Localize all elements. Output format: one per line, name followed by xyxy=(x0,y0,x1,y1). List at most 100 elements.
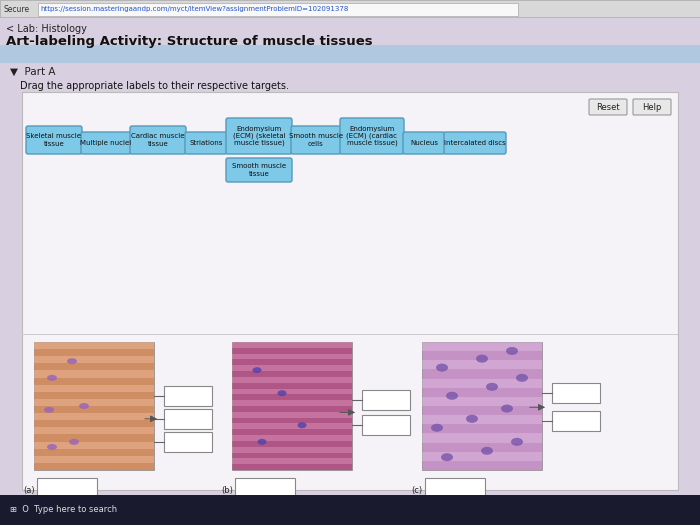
Text: Nucleus: Nucleus xyxy=(410,140,438,146)
Bar xyxy=(34,449,154,456)
Bar xyxy=(34,356,154,363)
Text: (a): (a) xyxy=(23,486,34,495)
Bar xyxy=(422,370,542,379)
Bar xyxy=(232,429,352,435)
Bar xyxy=(422,452,542,461)
Bar xyxy=(34,399,154,406)
Text: Reset: Reset xyxy=(596,102,620,111)
Bar xyxy=(232,406,352,412)
FancyBboxPatch shape xyxy=(403,132,445,154)
Bar xyxy=(232,394,352,400)
Ellipse shape xyxy=(67,358,77,364)
FancyBboxPatch shape xyxy=(226,158,292,182)
Bar xyxy=(34,420,154,427)
Ellipse shape xyxy=(277,390,286,396)
Ellipse shape xyxy=(511,438,523,446)
Ellipse shape xyxy=(441,453,453,461)
Ellipse shape xyxy=(516,374,528,382)
Bar xyxy=(34,456,154,463)
Bar xyxy=(34,342,154,349)
Ellipse shape xyxy=(476,355,488,363)
Bar xyxy=(422,360,542,370)
Bar xyxy=(232,441,352,447)
Bar xyxy=(232,342,352,470)
Bar xyxy=(232,458,352,464)
Bar xyxy=(34,435,154,442)
FancyBboxPatch shape xyxy=(130,126,186,154)
Bar xyxy=(422,379,542,388)
Bar xyxy=(232,342,352,348)
Ellipse shape xyxy=(506,347,518,355)
Text: Secure: Secure xyxy=(4,5,30,14)
Bar xyxy=(34,349,154,356)
Bar xyxy=(22,333,678,335)
Bar xyxy=(232,453,352,458)
FancyBboxPatch shape xyxy=(226,118,292,154)
Text: ⊞  O  Type here to search: ⊞ O Type here to search xyxy=(10,506,117,514)
Bar xyxy=(34,413,154,420)
Bar xyxy=(0,45,700,63)
Bar xyxy=(0,495,700,525)
Text: Multiple nuclei: Multiple nuclei xyxy=(80,140,132,146)
Ellipse shape xyxy=(436,364,448,372)
Bar xyxy=(0,0,700,17)
Text: Skeletal muscle
tissue: Skeletal muscle tissue xyxy=(27,133,81,146)
Bar xyxy=(552,383,600,403)
Bar xyxy=(232,354,352,360)
FancyBboxPatch shape xyxy=(340,118,404,154)
Bar xyxy=(422,415,542,424)
Bar xyxy=(232,348,352,354)
Ellipse shape xyxy=(47,444,57,450)
Text: Smooth muscle
tissue: Smooth muscle tissue xyxy=(232,163,286,176)
FancyBboxPatch shape xyxy=(185,132,227,154)
Ellipse shape xyxy=(47,375,57,381)
Text: Help: Help xyxy=(643,102,662,111)
Text: Cardiac muscle
tissue: Cardiac muscle tissue xyxy=(132,133,185,146)
Bar xyxy=(422,351,542,360)
Bar xyxy=(232,371,352,377)
Ellipse shape xyxy=(466,415,478,423)
FancyBboxPatch shape xyxy=(81,132,131,154)
Bar xyxy=(34,342,154,470)
Ellipse shape xyxy=(298,422,307,428)
Bar xyxy=(232,417,352,424)
Bar xyxy=(34,442,154,449)
Text: ▼  Part A: ▼ Part A xyxy=(10,67,55,77)
Text: Endomysium
(ECM) (skeletal
muscle tissue): Endomysium (ECM) (skeletal muscle tissue… xyxy=(232,125,286,146)
Ellipse shape xyxy=(44,407,54,413)
Bar xyxy=(422,397,542,406)
Text: Striations: Striations xyxy=(189,140,223,146)
Bar xyxy=(232,377,352,383)
Bar xyxy=(164,386,212,406)
Bar xyxy=(34,392,154,399)
Bar xyxy=(38,3,518,16)
FancyBboxPatch shape xyxy=(291,126,341,154)
Bar xyxy=(232,383,352,388)
Bar xyxy=(164,432,212,452)
Bar xyxy=(34,385,154,392)
Ellipse shape xyxy=(446,392,458,400)
Bar xyxy=(34,363,154,371)
Bar xyxy=(232,424,352,429)
Bar xyxy=(22,92,678,490)
Text: (c): (c) xyxy=(411,486,422,495)
FancyBboxPatch shape xyxy=(26,126,82,154)
Bar xyxy=(425,478,485,502)
Bar xyxy=(34,377,154,385)
Bar xyxy=(232,435,352,441)
FancyBboxPatch shape xyxy=(444,132,506,154)
Bar xyxy=(232,360,352,365)
Bar xyxy=(232,365,352,371)
Bar xyxy=(422,424,542,434)
Text: Intercalated discs: Intercalated discs xyxy=(444,140,506,146)
Bar xyxy=(232,447,352,453)
Bar xyxy=(422,388,542,397)
FancyBboxPatch shape xyxy=(589,99,627,115)
Bar xyxy=(422,434,542,443)
Text: Drag the appropriate labels to their respective targets.: Drag the appropriate labels to their res… xyxy=(20,81,289,91)
Bar xyxy=(422,342,542,351)
Bar xyxy=(232,464,352,470)
Bar xyxy=(422,443,542,452)
Ellipse shape xyxy=(258,439,267,445)
Bar xyxy=(362,415,410,435)
